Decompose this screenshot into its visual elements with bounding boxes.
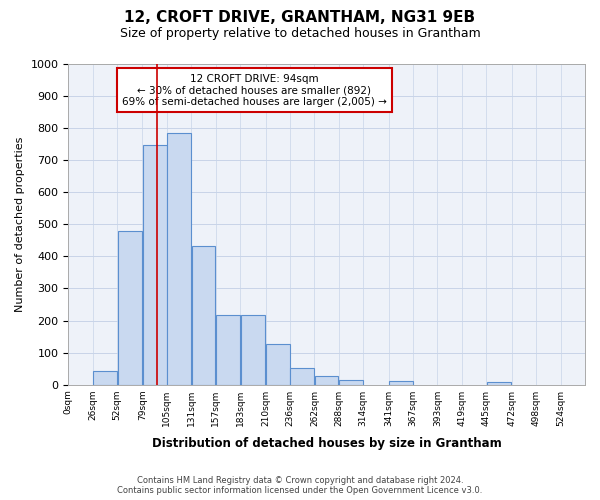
- Text: Contains HM Land Registry data © Crown copyright and database right 2024.
Contai: Contains HM Land Registry data © Crown c…: [118, 476, 482, 495]
- Bar: [143, 145, 167, 384]
- Bar: [167, 133, 191, 384]
- Text: 12 CROFT DRIVE: 94sqm
← 30% of detached houses are smaller (892)
69% of semi-det: 12 CROFT DRIVE: 94sqm ← 30% of detached …: [122, 74, 387, 107]
- Bar: [266, 344, 290, 384]
- Bar: [192, 246, 215, 384]
- Bar: [389, 382, 413, 384]
- Bar: [118, 230, 142, 384]
- Y-axis label: Number of detached properties: Number of detached properties: [15, 136, 25, 312]
- Text: Size of property relative to detached houses in Grantham: Size of property relative to detached ho…: [119, 28, 481, 40]
- Bar: [241, 315, 265, 384]
- Bar: [216, 315, 240, 384]
- Bar: [315, 376, 338, 384]
- Bar: [339, 380, 363, 384]
- Bar: [93, 371, 117, 384]
- Bar: [290, 368, 314, 384]
- Text: 12, CROFT DRIVE, GRANTHAM, NG31 9EB: 12, CROFT DRIVE, GRANTHAM, NG31 9EB: [124, 10, 476, 25]
- X-axis label: Distribution of detached houses by size in Grantham: Distribution of detached houses by size …: [152, 437, 502, 450]
- Bar: [487, 382, 511, 384]
